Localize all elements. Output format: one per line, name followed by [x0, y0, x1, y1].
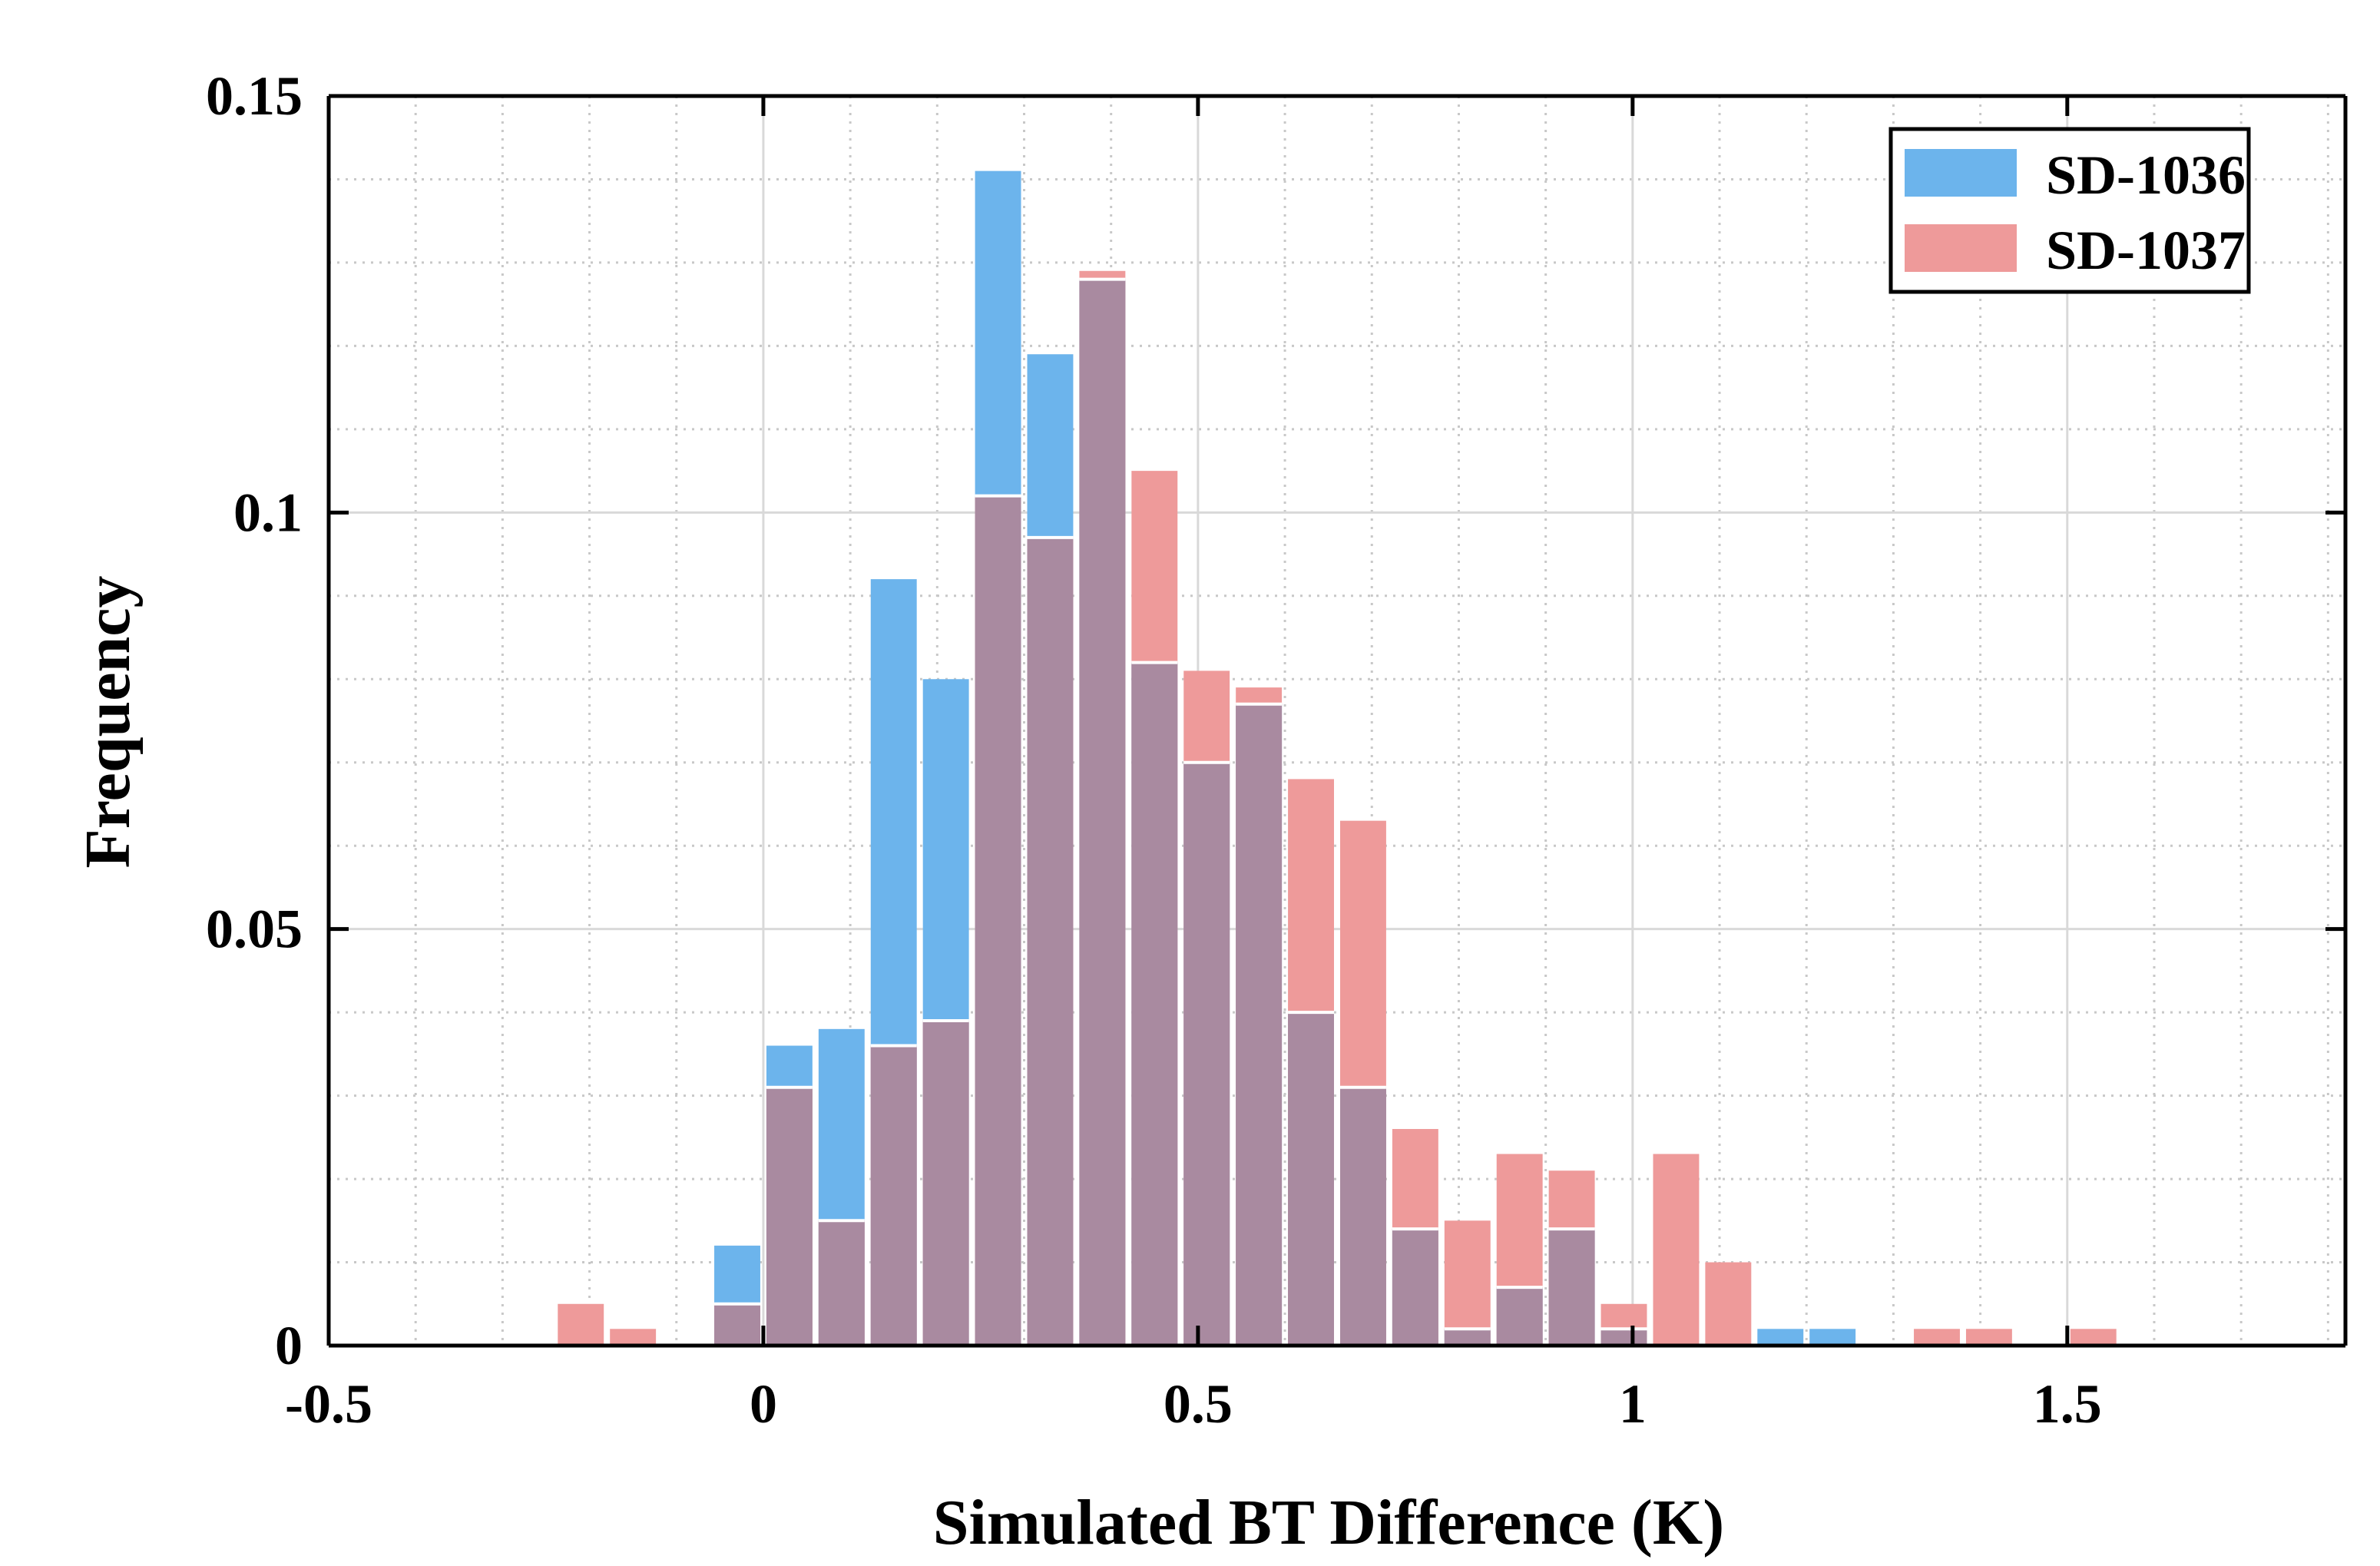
bar-sd-1037 [1653, 1154, 1700, 1346]
bar-overlap [766, 1087, 813, 1346]
y-tick-label: 0.15 [206, 65, 303, 127]
bar-overlap [1392, 1229, 1438, 1346]
bar-overlap [1131, 662, 1178, 1346]
bar-overlap [1027, 537, 1074, 1346]
x-tick-label: 0 [750, 1373, 777, 1435]
bar-overlap [1183, 762, 1230, 1346]
bar-overlap [975, 495, 1021, 1346]
bar-sd-1037 [2070, 1329, 2117, 1346]
y-tick-label: 0 [275, 1315, 303, 1376]
bar-overlap [1444, 1329, 1491, 1346]
plot-background [329, 96, 2345, 1346]
bar-overlap [1288, 1012, 1334, 1346]
bar-overlap [818, 1220, 865, 1346]
y-tick-label: 0.05 [206, 899, 303, 960]
legend: SD-1036 SD-1037 [1888, 127, 2251, 294]
legend-label-sd-1037: SD-1037 [2046, 220, 2246, 281]
bar-overlap [1600, 1329, 1647, 1346]
bar-overlap [1548, 1229, 1595, 1346]
bar-sd-1037 [1965, 1329, 2012, 1346]
bar-sd-1036 [1809, 1329, 1856, 1346]
bar-overlap [922, 1020, 969, 1346]
bar-overlap [1496, 1287, 1543, 1346]
y-tick-label: 0.1 [233, 482, 303, 543]
x-tick-label: -0.5 [285, 1373, 372, 1435]
bar-sd-1036 [1757, 1329, 1804, 1346]
bar-sd-1037 [558, 1303, 604, 1346]
bar-overlap [1236, 704, 1283, 1346]
bar-overlap [870, 1045, 917, 1346]
legend-label-sd-1036: SD-1036 [2046, 144, 2246, 206]
bar-overlap [1079, 279, 1126, 1346]
x-tick-label: 1 [1619, 1373, 1647, 1435]
x-axis-label: Simulated BT Difference (K) [933, 1487, 1724, 1558]
bar-sd-1037 [1705, 1262, 1752, 1346]
bar-overlap [1340, 1087, 1386, 1346]
histogram-bars [558, 171, 2117, 1346]
axes [326, 94, 2348, 1348]
y-axis-label: Frequency [72, 575, 144, 868]
bar-sd-1037 [1914, 1329, 1960, 1346]
bar-overlap [714, 1303, 760, 1346]
bar-sd-1037 [1444, 1220, 1491, 1346]
tick-labels: -0.5 0 0.5 1 1.500.050.10.15 [206, 65, 2102, 1435]
legend-swatch-sd-1036 [1905, 149, 2017, 197]
bar-sd-1037 [610, 1329, 657, 1346]
x-tick-label: 0.5 [1164, 1373, 1233, 1435]
x-tick-label: 1.5 [2033, 1373, 2102, 1435]
legend-swatch-sd-1037 [1905, 224, 2017, 272]
